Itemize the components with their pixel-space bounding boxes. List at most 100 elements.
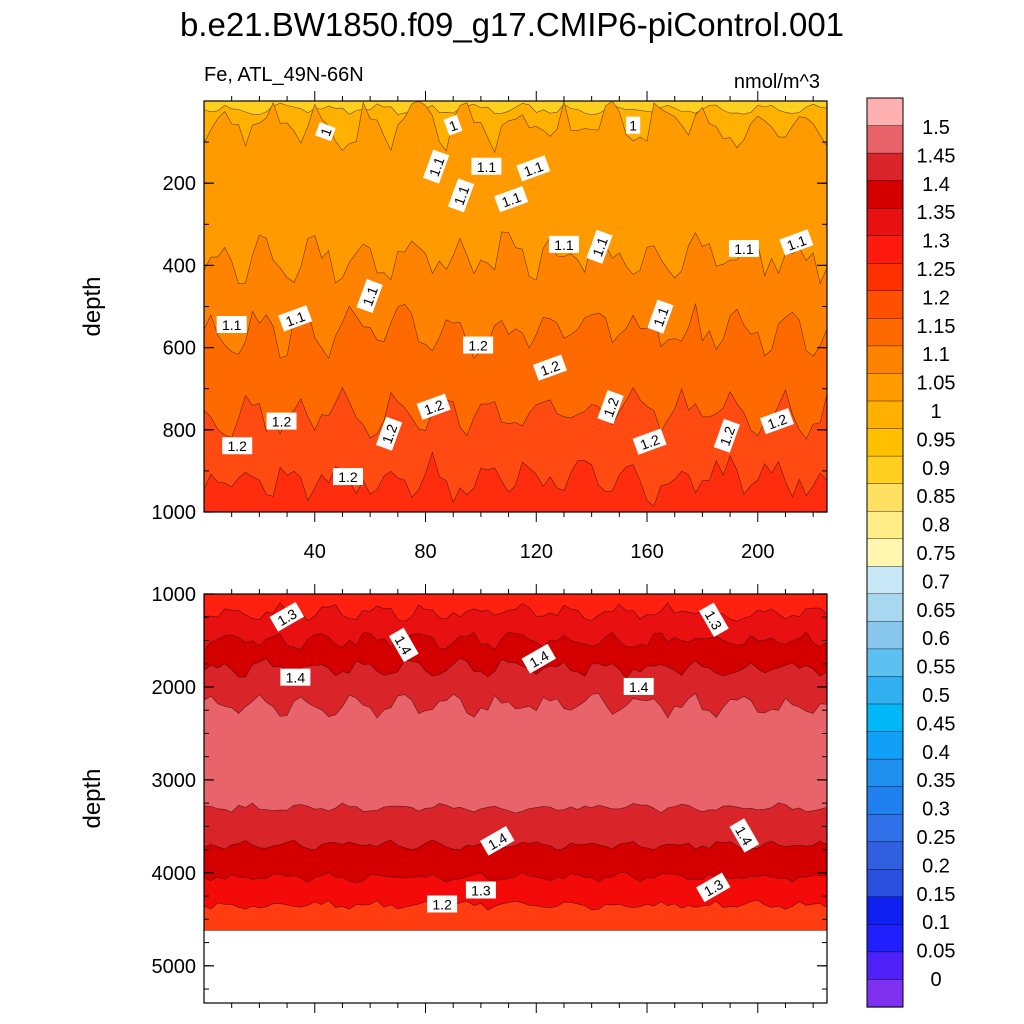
svg-text:1.2: 1.2 <box>379 422 401 446</box>
upper-contour-label: 1.1 <box>516 155 551 182</box>
colorbar-swatch <box>866 510 904 540</box>
colorbar-swatch <box>866 400 904 430</box>
lower-y-tick-label: 5000 <box>152 956 197 978</box>
colorbar-label: 1.1 <box>922 344 950 366</box>
colorbar-swatch <box>866 841 904 870</box>
lower-plot-frame <box>203 593 828 1004</box>
lower-contour-band-8 <box>204 899 827 931</box>
colorbar-label: 0.85 <box>917 486 956 508</box>
colorbar-swatch <box>866 869 904 898</box>
colorbar-swatch <box>866 593 904 622</box>
svg-text:1.1: 1.1 <box>359 284 381 308</box>
colorbar-swatch <box>866 924 904 953</box>
colorbar-label: 0.05 <box>917 941 956 963</box>
lower-y-tick-label: 2000 <box>152 677 197 699</box>
svg-text:1.1: 1.1 <box>734 241 754 257</box>
lower-contour-label: 1.3 <box>465 881 496 899</box>
upper-panel: 1 1 11.1 1.1 1.11.1 1.11.1 1.1 1.1 1.11.11.11.1 1… <box>79 91 828 563</box>
upper-x-tick-label: 80 <box>414 541 436 563</box>
colorbar-label: 0.45 <box>917 713 956 735</box>
svg-text:1.1: 1.1 <box>650 305 672 329</box>
upper-contour-label: 1.2 <box>597 390 624 425</box>
upper-y-tick-label: 200 <box>163 173 196 195</box>
svg-text:1.1: 1.1 <box>283 308 307 330</box>
colorbar-swatch <box>866 758 904 788</box>
lower-contour-label: 1.2 <box>427 895 458 913</box>
upper-contour-label: 1.2 <box>713 418 740 453</box>
upper-contour-label: 1.1 <box>586 229 613 264</box>
svg-text:1.1: 1.1 <box>522 158 546 180</box>
upper-contour-label: 1.1 <box>422 149 450 184</box>
upper-contour-label: 1.1 <box>779 229 814 256</box>
upper-contour-label: 1.1 <box>494 186 529 213</box>
svg-text:1.1: 1.1 <box>477 159 497 175</box>
colorbar-swatch <box>866 428 904 457</box>
upper-contour-label: 1.2 <box>332 468 363 486</box>
colorbar-label: 0.1 <box>922 912 950 934</box>
upper-contour-band-6 <box>204 451 827 512</box>
svg-text:1.1: 1.1 <box>785 232 809 254</box>
colorbar-swatch <box>866 455 904 485</box>
colorbar-label: 0.5 <box>922 685 950 707</box>
svg-text:1.3: 1.3 <box>471 883 491 899</box>
svg-text:1.2: 1.2 <box>538 357 562 379</box>
svg-text:1.2: 1.2 <box>600 395 622 419</box>
colorbar-label: 0.25 <box>917 827 956 849</box>
svg-text:1.2: 1.2 <box>468 338 488 354</box>
colorbar-label: 1.2 <box>922 287 950 309</box>
colorbar-swatch <box>866 731 904 760</box>
colorbar-swatch <box>866 373 904 402</box>
svg-text:1.4: 1.4 <box>629 679 649 695</box>
upper-contour-label: 1.1 <box>278 305 313 332</box>
upper-contour-label: 1 <box>626 116 641 134</box>
colorbar-label: 1.05 <box>917 373 956 395</box>
colorbar-swatch <box>866 97 904 127</box>
upper-contour-label: 1 <box>314 122 336 142</box>
colorbar-label: 0.8 <box>922 515 950 537</box>
colorbar-swatch <box>866 207 904 237</box>
svg-text:1.4: 1.4 <box>286 670 306 686</box>
upper-contour-label: 1 <box>443 114 463 136</box>
svg-text:1: 1 <box>629 118 637 134</box>
lower-y-tick-label: 3000 <box>152 770 197 792</box>
upper-contour-label: 1.1 <box>356 279 383 314</box>
upper-contour-label: 1.1 <box>471 157 502 175</box>
lower-y-tick-label: 4000 <box>152 863 197 885</box>
svg-text:1.2: 1.2 <box>638 431 662 453</box>
colorbar-label: 0.9 <box>922 458 950 480</box>
colorbar-swatch <box>866 896 904 925</box>
colorbar-swatch <box>866 538 904 567</box>
colorbar-swatch <box>866 786 904 815</box>
upper-contour-label: 1.2 <box>416 393 451 420</box>
colorbar-label: 1.5 <box>922 117 950 139</box>
colorbar-swatch <box>866 125 904 154</box>
colorbar-swatch <box>866 345 904 375</box>
upper-x-tick-label: 200 <box>741 541 774 563</box>
colorbar-swatch <box>866 152 904 182</box>
svg-text:1.2: 1.2 <box>272 414 292 430</box>
lower-y-tick-label: 1000 <box>152 584 197 606</box>
upper-y-tick-label: 1000 <box>152 502 197 524</box>
upper-contour-label: 1.2 <box>632 428 667 455</box>
lower-panel: 1.31.41.41.41.41.31.4 1.41.3 1.31.21000200… <box>79 584 828 1013</box>
colorbar-label: 1 <box>930 401 941 423</box>
colorbar-swatch <box>866 676 904 705</box>
upper-x-tick-label: 120 <box>520 541 553 563</box>
colorbar-swatch <box>866 621 904 650</box>
colorbar-label: 1.35 <box>917 202 956 224</box>
svg-text:1.1: 1.1 <box>589 235 611 259</box>
lower-y-axis-label: depth <box>79 768 106 828</box>
colorbar-label: 0.3 <box>922 799 950 821</box>
svg-text:1.1: 1.1 <box>222 317 242 333</box>
upper-contour-label: 1.2 <box>759 407 794 435</box>
svg-text:1.2: 1.2 <box>716 424 738 448</box>
colorbar-label: 0 <box>930 969 941 991</box>
chart-title: b.e21.BW1850.f09_g17.CMIP6-piControl.001 <box>179 6 845 43</box>
upper-contour-label: 1.2 <box>532 354 567 381</box>
colorbar-label: 0.2 <box>922 855 950 877</box>
colorbar-swatch <box>866 318 904 347</box>
upper-contour-label: 1.1 <box>728 239 759 257</box>
svg-text:1.2: 1.2 <box>432 896 452 912</box>
upper-y-tick-label: 800 <box>163 420 196 442</box>
